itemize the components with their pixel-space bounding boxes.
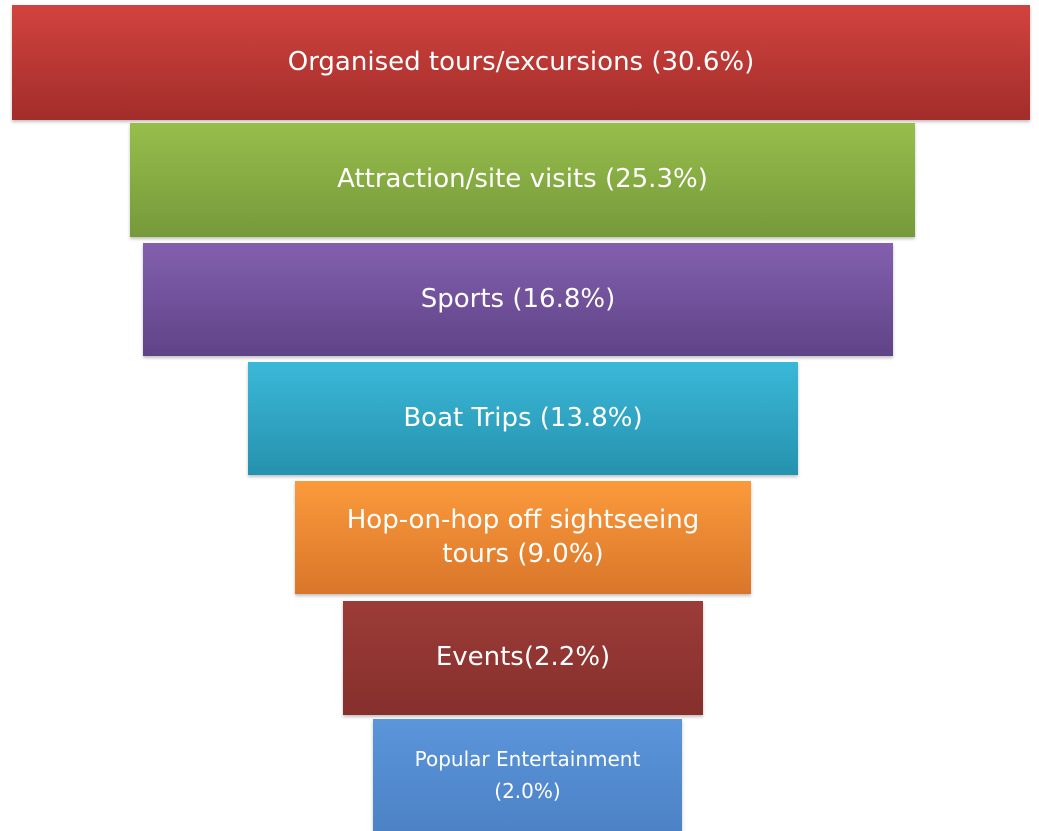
stage-box: Organised tours/excursions (30.6%) — [12, 5, 1030, 120]
stage-box: Events(2.2%) — [343, 601, 703, 715]
stage-box: Hop-on-hop off sightseeing tours (9.0%) — [295, 481, 751, 594]
stage-box: Attraction/site visits (25.3%) — [130, 123, 915, 237]
stage-box: Sports (16.8%) — [143, 243, 893, 356]
stage-box: Boat Trips (13.8%) — [248, 362, 798, 475]
stage-box: Popular Entertainment (2.0%) — [373, 719, 682, 831]
